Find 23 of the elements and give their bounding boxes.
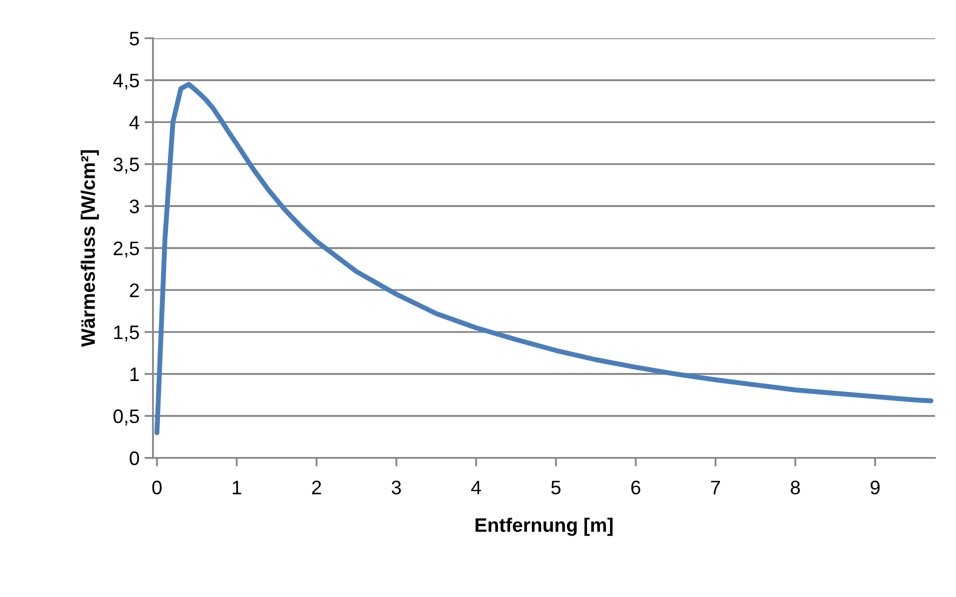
x-tick-label: 0 — [152, 480, 162, 494]
y-tick-label: 4,5 — [113, 74, 139, 90]
x-tick-label: 8 — [790, 480, 800, 494]
x-tick-label: 3 — [392, 480, 401, 494]
y-tick-label: 4 — [129, 116, 140, 130]
y-tick-label: 2,5 — [114, 242, 139, 258]
y-tick-label: 5 — [130, 32, 139, 46]
y-tick-label: 3 — [130, 200, 139, 214]
y-axis-title: Wärmesfluss [W/cm²] — [80, 150, 99, 347]
x-tick-label: 1 — [232, 480, 242, 494]
x-tick-label: 9 — [870, 480, 880, 494]
y-tick-label: 0,5 — [113, 409, 139, 426]
y-tick-label: 3,5 — [113, 158, 139, 174]
y-tick-label: 1,5 — [114, 326, 139, 342]
x-tick-label: 2 — [312, 480, 321, 494]
y-tick-label: 0 — [130, 451, 140, 466]
x-tick-label: 5 — [551, 480, 561, 494]
y-tick-label: 1 — [130, 368, 139, 382]
x-tick-label: 4 — [471, 480, 481, 494]
x-tick-label: 7 — [711, 480, 720, 494]
y-tick-label: 2 — [130, 283, 139, 298]
x-tick-label: 6 — [631, 480, 640, 494]
x-axis-title: Entfernung [m] — [476, 518, 613, 536]
